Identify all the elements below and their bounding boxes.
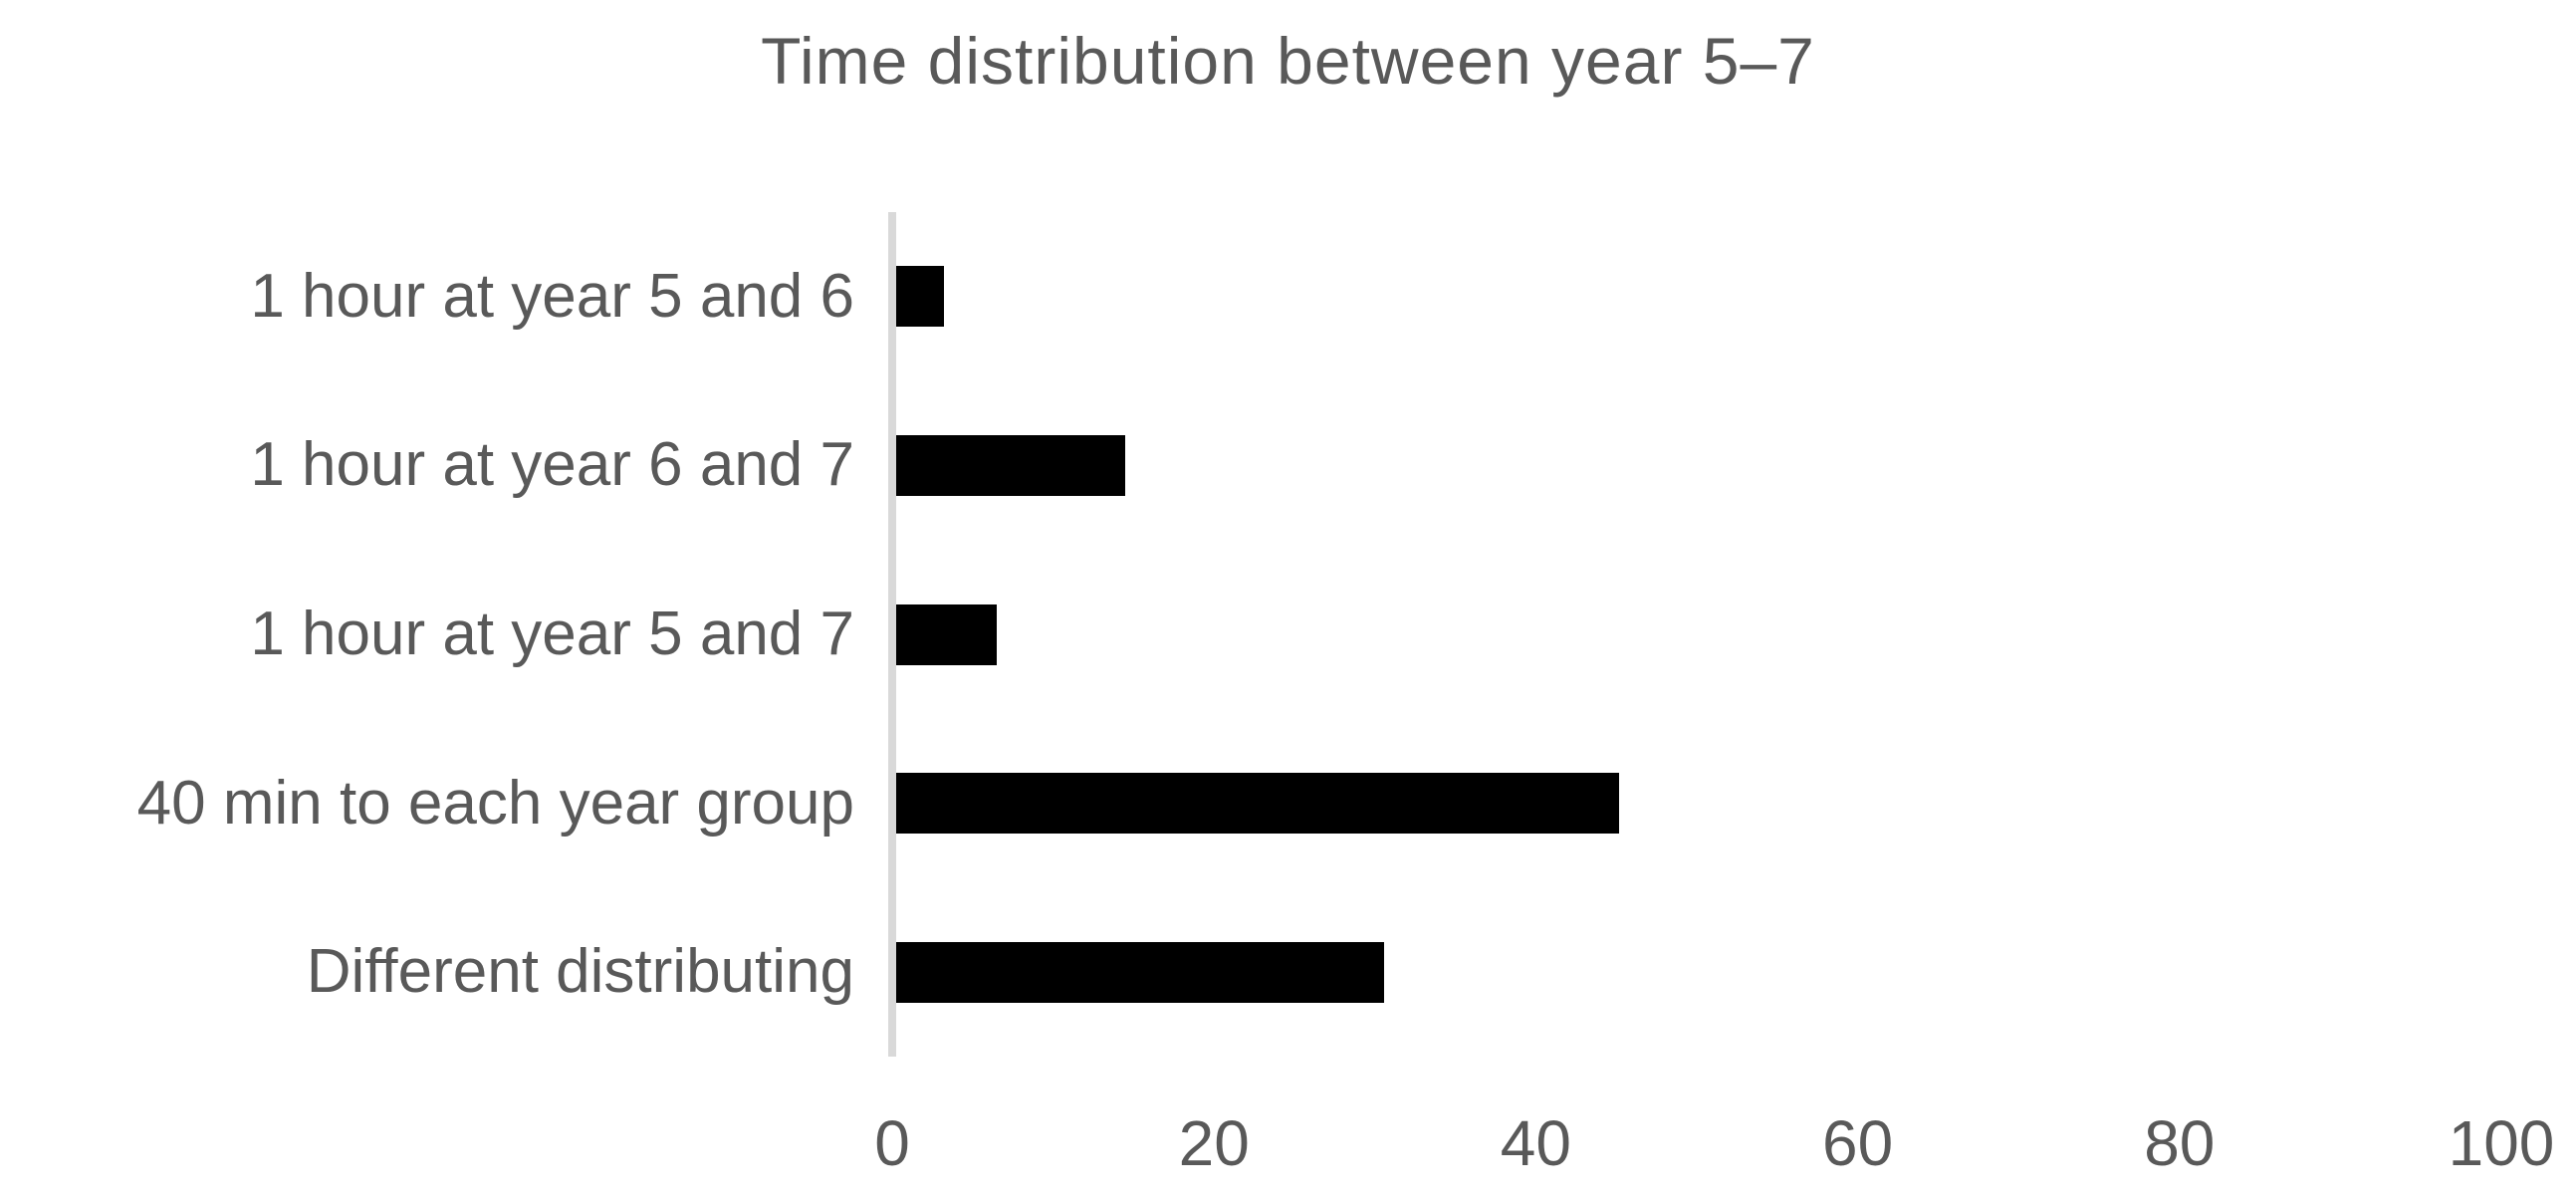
chart-title: Time distribution between year 5–7	[761, 24, 1815, 98]
bar	[892, 941, 1385, 1003]
y-category-label: 1 hour at year 5 and 7	[250, 600, 854, 668]
y-category-label: 40 min to each year group	[136, 768, 854, 838]
bar	[892, 434, 1126, 496]
x-tick-label: 80	[2144, 1107, 2216, 1179]
bar	[892, 603, 998, 665]
y-category-label: Different distributing	[306, 937, 854, 1007]
bar	[892, 266, 944, 328]
y-category-label: 1 hour at year 5 and 6	[250, 261, 854, 331]
x-tick-label: 0	[874, 1107, 910, 1179]
x-tick-label: 20	[1178, 1107, 1250, 1179]
x-tick-label: 40	[1500, 1107, 1571, 1179]
x-axis-zero-line	[888, 212, 896, 1057]
x-tick-label: 60	[1822, 1107, 1894, 1179]
x-tick-label: 100	[2448, 1107, 2555, 1179]
bar	[892, 773, 1620, 835]
y-category-label: 1 hour at year 6 and 7	[250, 430, 854, 500]
